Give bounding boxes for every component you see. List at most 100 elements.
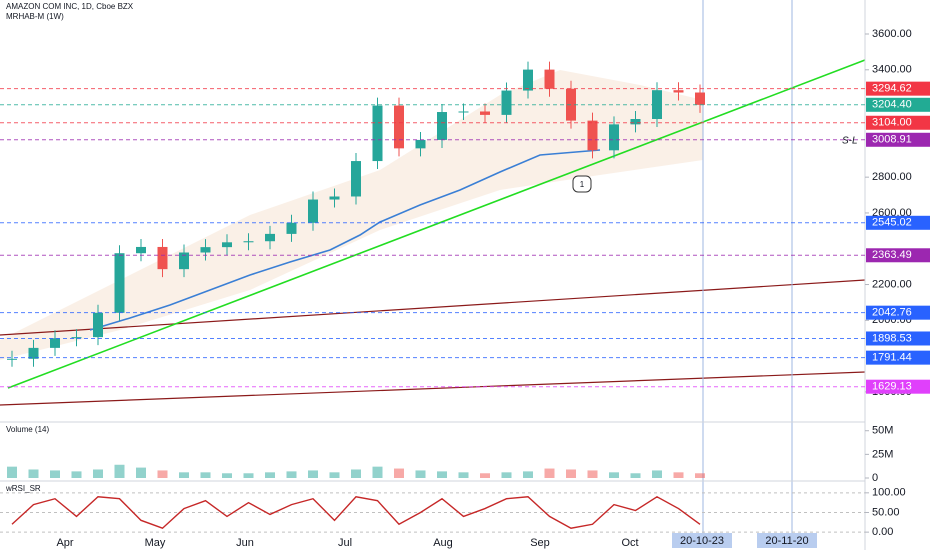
price-tag xyxy=(866,305,930,320)
volume-title: Volume (14) xyxy=(6,425,49,434)
candle xyxy=(71,337,82,339)
y-tick-label: 3400.00 xyxy=(872,64,912,76)
candle xyxy=(114,253,125,313)
volume-bar xyxy=(587,470,598,478)
volume-bar xyxy=(372,466,383,478)
trend-line xyxy=(7,59,866,389)
volume-bar xyxy=(200,472,211,478)
candle xyxy=(329,196,340,200)
price-tag-label: 3294.62 xyxy=(872,83,912,95)
volume-bar xyxy=(286,471,297,478)
candle xyxy=(673,90,684,93)
candle xyxy=(415,139,426,149)
annotation: 1 xyxy=(580,180,585,189)
volume-bar xyxy=(157,470,168,478)
volume-bar xyxy=(566,469,576,478)
y-tick-label: 0.00 xyxy=(872,526,893,538)
price-tag-label: 2363.49 xyxy=(872,249,912,261)
y-tick-label: 2200.00 xyxy=(872,278,912,290)
rsi-title: wRSI_SR xyxy=(5,484,41,493)
candle xyxy=(609,124,619,151)
price-tag-label: 3204.40 xyxy=(872,99,912,111)
volume-bar xyxy=(243,473,254,478)
indicator-title: MRHAB-M (1W) xyxy=(6,12,64,21)
volume-bar xyxy=(394,468,404,478)
volume-bar xyxy=(673,472,684,478)
candle xyxy=(243,241,254,243)
price-tag xyxy=(866,81,930,96)
chart-title: AMAZON COM INC, 1D, Cboe BZX xyxy=(6,2,134,11)
y-tick-label: 100.00 xyxy=(872,487,906,499)
volume-bar xyxy=(179,472,189,478)
y-tick-label: 25M xyxy=(872,448,893,460)
price-tag xyxy=(866,248,930,263)
price-tag xyxy=(866,115,930,130)
volume-bar xyxy=(28,469,39,478)
volume-bar xyxy=(7,466,17,478)
price-tag xyxy=(866,379,930,394)
candle xyxy=(437,112,447,140)
candle xyxy=(372,105,383,162)
candle xyxy=(265,233,275,242)
volume-bar xyxy=(308,470,318,478)
volume-bar xyxy=(544,468,555,478)
x-tick-label: Aug xyxy=(433,537,453,549)
x-tick-label: Sep xyxy=(530,537,550,549)
volume-bar xyxy=(114,464,125,478)
candle xyxy=(587,120,598,151)
rsi-line xyxy=(11,495,701,530)
price-tag-label: 3104.00 xyxy=(872,117,912,129)
volume-bar xyxy=(71,471,82,478)
candle xyxy=(351,161,361,197)
annotation: S-L xyxy=(842,136,858,147)
volume-bar xyxy=(609,472,619,478)
date-tag xyxy=(757,533,817,548)
date-tag-label: 20-10-23 xyxy=(680,535,724,547)
y-tick-label: 0 xyxy=(872,472,878,484)
x-tick-label: Jul xyxy=(338,537,352,549)
y-tick-label: 2800.00 xyxy=(872,171,912,183)
candle xyxy=(93,312,103,338)
candle xyxy=(7,358,17,360)
y-tick-label: 50M xyxy=(872,425,893,437)
band xyxy=(0,70,703,360)
trend-line xyxy=(0,279,866,336)
volume-bar xyxy=(222,473,232,478)
candle xyxy=(200,247,211,253)
volume-bar xyxy=(630,473,641,478)
candle xyxy=(394,105,404,149)
candle xyxy=(50,338,60,348)
candle xyxy=(630,119,641,125)
x-tick-label: May xyxy=(145,537,166,549)
candle xyxy=(458,111,469,113)
volume-bar xyxy=(458,472,469,478)
candle xyxy=(28,347,39,359)
price-tag xyxy=(866,132,930,147)
volume-bar xyxy=(415,470,426,478)
x-tick-label: Apr xyxy=(56,537,73,549)
candle xyxy=(501,90,512,115)
volume-bar xyxy=(695,473,705,478)
price-tag xyxy=(866,97,930,112)
candle xyxy=(523,69,533,91)
candle xyxy=(222,242,232,248)
main-pane xyxy=(0,0,865,420)
date-tag-label: 20-11-20 xyxy=(765,535,808,547)
callout xyxy=(572,175,592,193)
candle xyxy=(695,92,705,105)
price-tag-label: 2545.02 xyxy=(872,217,912,229)
volume-bar xyxy=(265,472,275,478)
volume-bar xyxy=(329,472,340,478)
price-tag xyxy=(866,215,930,230)
volume-bar xyxy=(652,470,662,478)
y-tick-label: 50.00 xyxy=(872,506,900,518)
volume-bar xyxy=(93,469,103,478)
volume-bar xyxy=(437,471,447,478)
candle xyxy=(157,246,168,270)
x-tick-label: Oct xyxy=(621,537,638,549)
price-tag xyxy=(866,350,930,365)
candle xyxy=(136,246,146,254)
price-tag-label: 1629.13 xyxy=(872,381,912,393)
y-tick-label: 3600.00 xyxy=(872,28,912,40)
